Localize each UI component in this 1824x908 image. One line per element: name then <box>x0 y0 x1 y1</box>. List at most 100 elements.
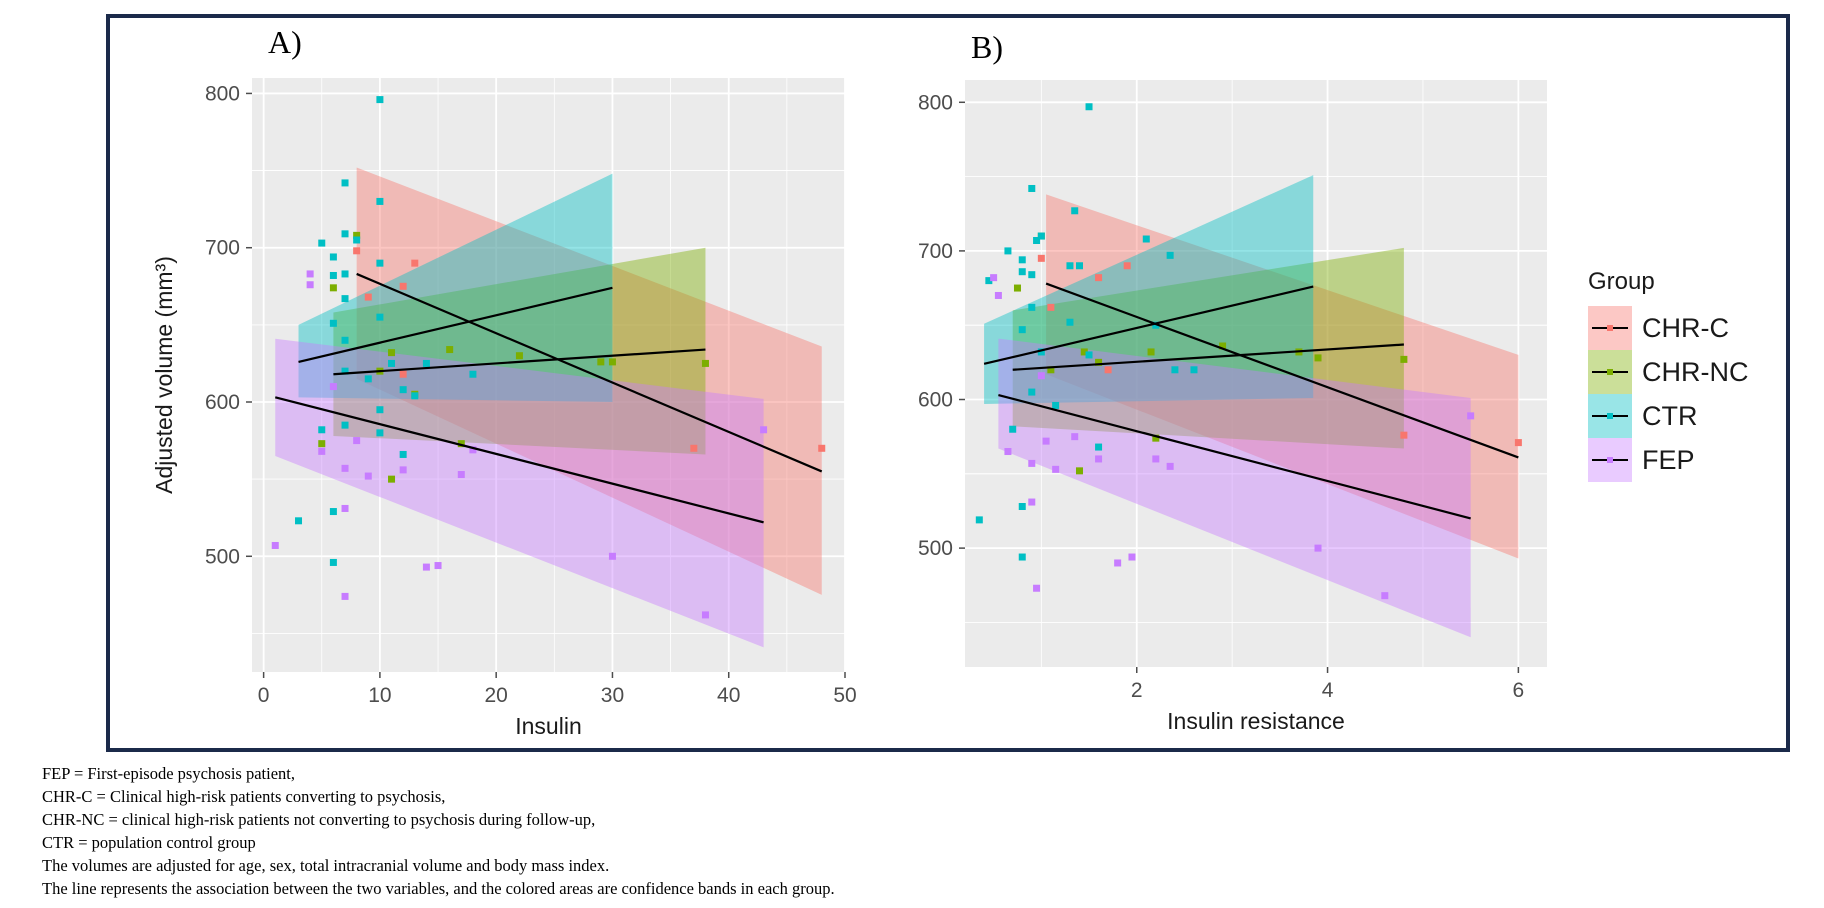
data-point-ctr <box>1052 401 1060 409</box>
caption: FEP = First-episode psychosis patient, C… <box>42 762 1442 900</box>
legend-key <box>1588 438 1632 482</box>
x-tick-label: 40 <box>717 684 740 707</box>
data-point-fep <box>469 446 477 454</box>
data-point-fep <box>329 383 337 391</box>
plot-background <box>965 80 1547 667</box>
data-point-ctr <box>341 421 349 429</box>
data-point-fep <box>990 274 998 282</box>
confidence-band-fep <box>998 338 1471 638</box>
x-tick-label: 10 <box>368 684 391 707</box>
data-point-ctr <box>1190 366 1198 374</box>
legend-title: Group <box>1588 268 1655 295</box>
regression-line-chr-c <box>356 272 823 473</box>
regression-line-chr-nc <box>333 348 706 376</box>
data-point-ctr <box>1085 103 1093 111</box>
data-point-ctr <box>1028 388 1036 396</box>
data-point-fep <box>364 472 372 480</box>
regression-line-fep <box>274 396 764 524</box>
data-point-fep <box>1166 462 1174 470</box>
figure-frame <box>106 14 1790 752</box>
caption-line: CHR-C = Clinical high-risk patients conv… <box>42 787 446 806</box>
caption-line: The volumes are adjusted for age, sex, t… <box>42 856 610 875</box>
data-point-ctr <box>1037 232 1045 240</box>
data-point-chr-nc <box>388 349 396 357</box>
data-point-fep <box>341 504 349 512</box>
data-point-ctr <box>1018 326 1026 334</box>
data-point-chr-nc <box>1095 358 1103 366</box>
data-point-ctr <box>1033 236 1041 244</box>
legend-item-ctr: CTR <box>1588 394 1748 438</box>
legend-point <box>1607 369 1613 375</box>
data-point-chr-nc <box>1152 434 1160 442</box>
data-point-ctr <box>1018 553 1026 561</box>
data-point-fep <box>1028 498 1036 506</box>
regression-line-fep <box>998 393 1471 520</box>
caption-line: CHR-NC = clinical high-risk patients not… <box>42 810 596 829</box>
data-point-ctr <box>341 270 349 278</box>
data-point-ctr <box>975 516 983 524</box>
data-point-ctr <box>985 277 993 285</box>
data-point-chr-c <box>690 444 698 452</box>
data-point-chr-nc <box>1080 348 1088 356</box>
data-point-fep <box>422 563 430 571</box>
caption-line: FEP = First-episode psychosis patient, <box>42 764 295 783</box>
data-point-ctr <box>329 253 337 261</box>
data-point-chr-c <box>399 370 407 378</box>
data-point-ctr <box>1171 366 1179 374</box>
data-point-fep <box>399 466 407 474</box>
data-point-chr-nc <box>608 358 616 366</box>
data-point-ctr <box>376 197 384 205</box>
data-point-ctr <box>376 406 384 414</box>
plot-background <box>252 78 845 672</box>
data-point-fep <box>306 270 314 278</box>
data-point-ctr <box>388 359 396 367</box>
data-point-ctr <box>376 429 384 437</box>
data-point-chr-nc <box>1013 284 1021 292</box>
data-point-chr-nc <box>1400 355 1408 363</box>
panel-b-label: B) <box>971 29 1003 65</box>
plots-svg: A) B) 0 10 20 30 40 50 500 600 700 800 Insulin Adju… <box>151 24 1547 739</box>
data-point-fep <box>306 281 314 289</box>
data-point-ctr <box>1085 351 1093 359</box>
data-point-fep <box>1071 433 1079 441</box>
data-point-chr-c <box>411 259 419 267</box>
legend-label: CTR <box>1642 400 1698 431</box>
data-point-ctr <box>411 392 419 400</box>
y-axis-title: Adjusted volume (mm³) <box>151 256 177 494</box>
legend-point <box>1607 457 1613 463</box>
data-point-ctr <box>399 386 407 394</box>
confidence-band-chr-c <box>356 167 822 595</box>
x-tick-label: 20 <box>484 684 507 707</box>
data-point-fep <box>608 552 616 560</box>
data-point-ctr <box>1004 247 1012 255</box>
data-point-ctr <box>295 517 303 525</box>
data-point-chr-nc <box>457 440 465 448</box>
data-point-ctr <box>1075 262 1083 270</box>
data-point-chr-nc <box>1147 348 1155 356</box>
y-tick-label: 600 <box>205 391 240 414</box>
data-point-fep <box>1052 465 1060 473</box>
panel-b-chart: 2 4 6 500 600 700 800 Insulin resistance <box>918 80 1547 734</box>
data-point-chr-c <box>1400 431 1408 439</box>
caption-line: The line represents the association betw… <box>42 879 835 898</box>
data-point-ctr <box>341 179 349 187</box>
x-tick-label: 4 <box>1322 679 1334 702</box>
y-tick-label: 800 <box>918 91 953 114</box>
y-tick-label: 600 <box>918 389 953 412</box>
confidence-band-chr-nc <box>1012 247 1404 449</box>
data-point-fep <box>1037 372 1045 380</box>
regression-line-chr-nc <box>1012 343 1404 371</box>
data-point-chr-nc <box>318 440 326 448</box>
data-point-ctr <box>376 96 384 104</box>
data-point-fep <box>1314 544 1322 552</box>
data-point-chr-nc <box>597 358 605 366</box>
data-point-chr-nc <box>701 359 709 367</box>
x-tick-label: 30 <box>601 684 624 707</box>
data-point-chr-c <box>1037 254 1045 262</box>
data-point-ctr <box>422 359 430 367</box>
data-point-fep <box>760 426 768 434</box>
caption-line: CTR = population control group <box>42 833 256 852</box>
panel-a-chart: 0 10 20 30 40 50 500 600 700 800 Insulin Adjusted v… <box>151 78 857 739</box>
data-point-fep <box>1381 592 1389 600</box>
y-tick-label: 700 <box>918 240 953 263</box>
